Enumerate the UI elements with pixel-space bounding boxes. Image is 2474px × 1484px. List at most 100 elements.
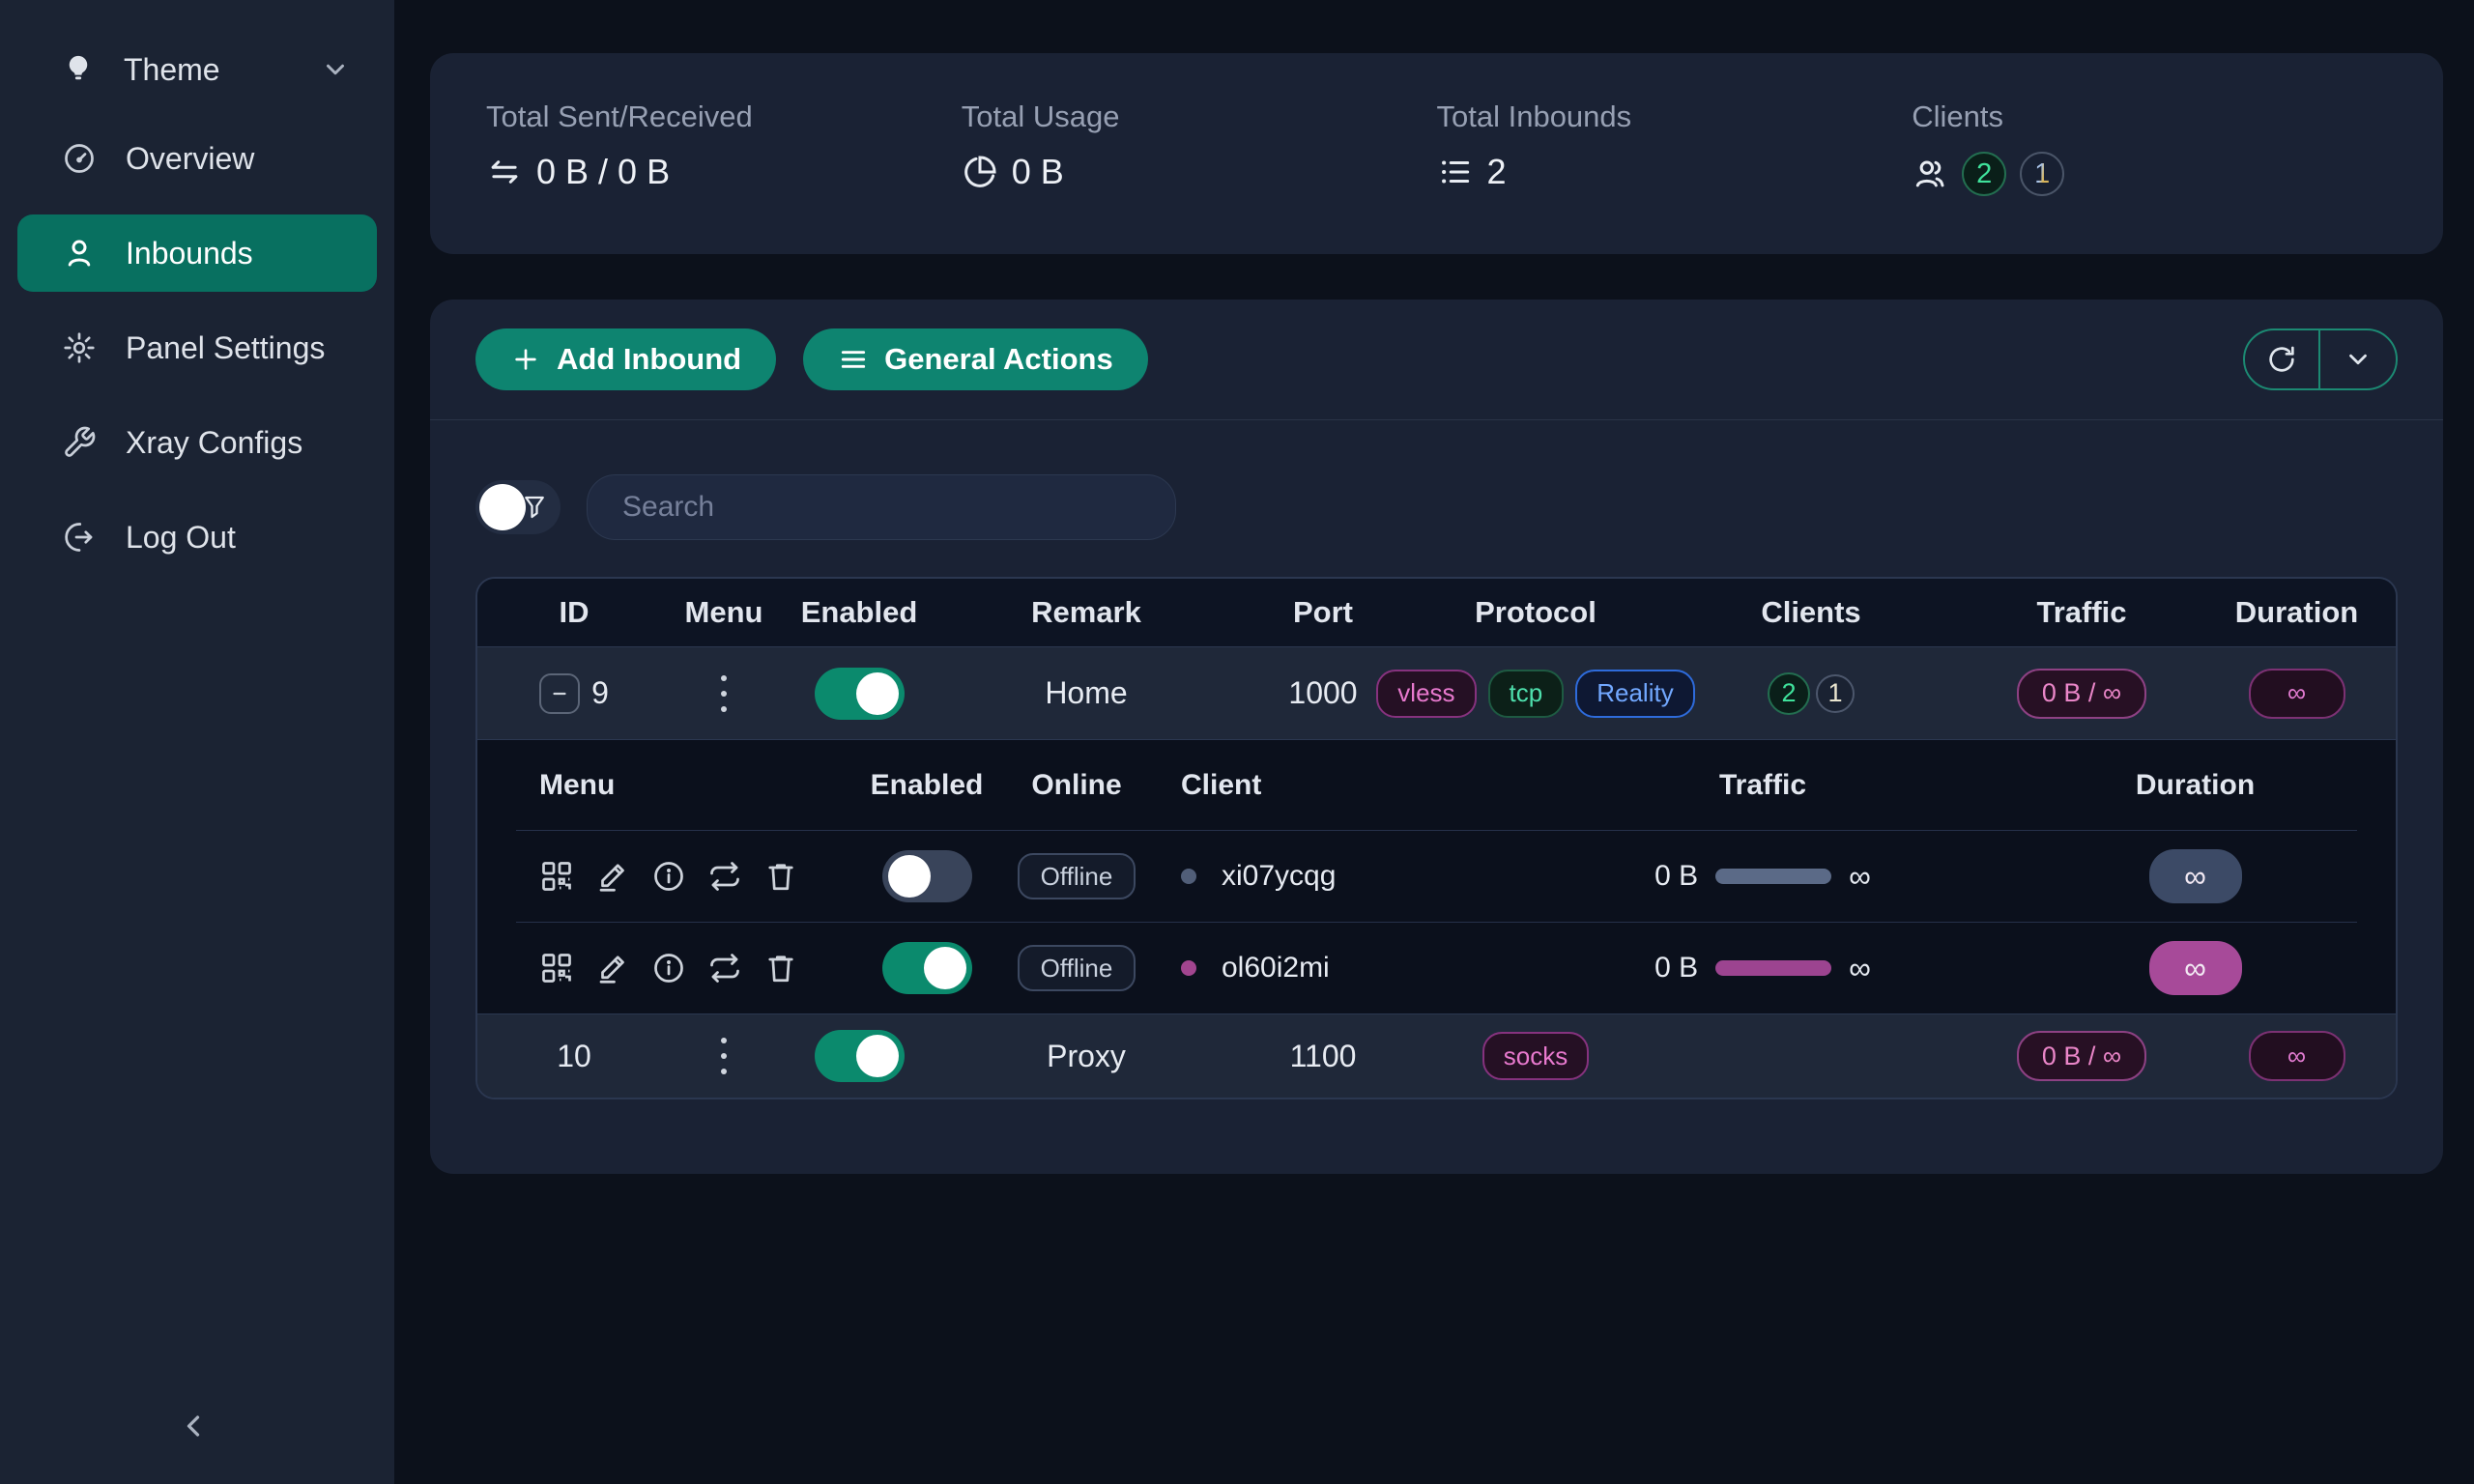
sidebar-item-xray-configs[interactable]: Xray Configs — [17, 404, 377, 481]
row-port: 1000 — [1288, 675, 1358, 710]
client-duration-pill: ∞ — [2148, 941, 2242, 995]
lightbulb-icon — [62, 53, 95, 86]
duration-pill: ∞ — [2248, 668, 2345, 719]
sidebar-item-label: Inbounds — [126, 235, 253, 271]
wrench-icon — [62, 425, 97, 460]
client-color-dot — [1181, 960, 1196, 976]
inbounds-table: ID Menu Enabled Remark Port Protocol Cli… — [475, 577, 2398, 1099]
qr-code-icon[interactable] — [539, 951, 574, 985]
stat-label: Total Inbounds — [1436, 100, 1632, 133]
traffic-total: ∞ — [1849, 950, 1871, 985]
reset-traffic-icon[interactable] — [707, 859, 742, 894]
search-input[interactable] — [587, 474, 1176, 540]
funnel-icon — [525, 496, 544, 519]
row-remark: Proxy — [1047, 1038, 1126, 1073]
stat-label: Total Sent/Received — [486, 100, 753, 133]
col-traffic: Traffic — [2036, 595, 2127, 629]
edit-icon[interactable] — [595, 951, 630, 985]
gear-icon — [62, 330, 97, 365]
delete-icon[interactable] — [763, 859, 798, 894]
toggle-knob — [479, 484, 526, 530]
client-name: xi07ycqg — [1222, 860, 1337, 892]
panel-toolbar: Add Inbound General Actions — [430, 300, 2443, 420]
theme-selector[interactable]: Theme — [17, 39, 377, 100]
subcol-menu: Menu — [539, 768, 616, 801]
add-inbound-button[interactable]: Add Inbound — [475, 328, 777, 390]
row-id: 10 — [557, 1038, 591, 1073]
row-menu-button[interactable] — [713, 1030, 734, 1082]
traffic-used: 0 B — [1654, 952, 1699, 984]
minus-icon — [553, 692, 566, 695]
stat-label: Clients — [1912, 100, 2004, 133]
col-id: ID — [559, 595, 590, 629]
sidebar-item-panel-settings[interactable]: Panel Settings — [17, 309, 377, 386]
edit-icon[interactable] — [595, 859, 630, 894]
refresh-options-button[interactable] — [2320, 330, 2396, 388]
subcol-traffic: Traffic — [1718, 768, 1807, 801]
people-icon — [1912, 156, 1948, 192]
theme-label: Theme — [124, 51, 220, 87]
logout-icon — [62, 520, 97, 555]
collapse-row-button[interactable] — [539, 672, 581, 714]
swap-arrows-icon — [486, 154, 523, 190]
stat-total-usage: Total Usage 0 B — [962, 53, 1437, 254]
client-enabled-toggle[interactable] — [881, 850, 972, 902]
chevron-down-icon — [2349, 354, 2367, 365]
qr-code-icon[interactable] — [539, 859, 574, 894]
sidebar: Theme Overview Inbounds — [0, 0, 394, 1484]
enabled-toggle[interactable] — [814, 667, 905, 720]
filter-toggle[interactable] — [475, 480, 561, 534]
row-clients-depleted-badge: 1 — [1816, 673, 1855, 713]
traffic-used: 0 B — [1654, 860, 1699, 892]
sidebar-item-label: Xray Configs — [126, 424, 303, 460]
table-row: 9 Home 1000 vless tcp Reality 2 — [477, 646, 2396, 739]
client-duration-pill: ∞ — [2148, 849, 2242, 903]
chevron-down-icon — [321, 55, 350, 84]
clients-depleted-badge: 1 — [2020, 152, 2065, 196]
clients-subtable: Menu Enabled Online Client Traffic Durat… — [477, 739, 2396, 1014]
sidebar-nav: Overview Inbounds Panel Settings Xray Co… — [0, 120, 394, 576]
pie-chart-icon — [962, 154, 998, 190]
client-enabled-toggle[interactable] — [881, 942, 972, 994]
subcol-client: Client — [1181, 768, 1262, 801]
info-icon[interactable] — [651, 859, 686, 894]
row-port: 1100 — [1289, 1038, 1357, 1073]
col-enabled: Enabled — [800, 595, 918, 629]
sidebar-collapse-button[interactable] — [166, 1399, 220, 1453]
enabled-toggle[interactable] — [814, 1030, 905, 1082]
stat-clients: Clients 2 1 — [1912, 53, 2387, 254]
reset-traffic-icon[interactable] — [707, 951, 742, 985]
protocol-tag: Reality — [1575, 669, 1695, 718]
main-content: Total Sent/Received 0 B / 0 B Total Usag… — [394, 0, 2474, 1484]
chevron-left-icon — [187, 1415, 200, 1437]
col-menu: Menu — [684, 595, 763, 629]
col-port: Port — [1293, 595, 1353, 629]
gauge-icon — [62, 141, 97, 176]
refresh-button[interactable] — [2245, 330, 2320, 388]
sidebar-item-inbounds[interactable]: Inbounds — [17, 214, 377, 292]
general-actions-button[interactable]: General Actions — [803, 328, 1148, 390]
row-menu-button[interactable] — [713, 668, 734, 720]
divider — [516, 922, 2357, 923]
traffic-pill: 0 B / ∞ — [2016, 668, 2147, 719]
traffic-bar — [1715, 869, 1832, 884]
user-icon — [62, 236, 97, 271]
stat-value: 0 B / 0 B — [536, 152, 671, 191]
stats-card: Total Sent/Received 0 B / 0 B Total Usag… — [430, 53, 2443, 254]
sidebar-item-label: Panel Settings — [126, 329, 326, 365]
clients-active-badge: 2 — [1962, 152, 2007, 196]
refresh-icon — [2269, 346, 2294, 372]
sidebar-item-logout[interactable]: Log Out — [17, 499, 377, 576]
col-clients: Clients — [1761, 595, 1861, 629]
info-icon[interactable] — [651, 951, 686, 985]
protocol-tag: vless — [1376, 669, 1477, 718]
sidebar-item-label: Log Out — [126, 519, 236, 555]
sidebar-item-label: Overview — [126, 140, 255, 176]
sidebar-item-overview[interactable]: Overview — [17, 120, 377, 197]
subcol-duration: Duration — [2135, 768, 2256, 801]
protocol-tag: tcp — [1487, 669, 1565, 718]
delete-icon[interactable] — [763, 951, 798, 985]
stat-total-inbounds: Total Inbounds 2 — [1437, 53, 1913, 254]
stat-value: 2 — [1486, 152, 1507, 191]
